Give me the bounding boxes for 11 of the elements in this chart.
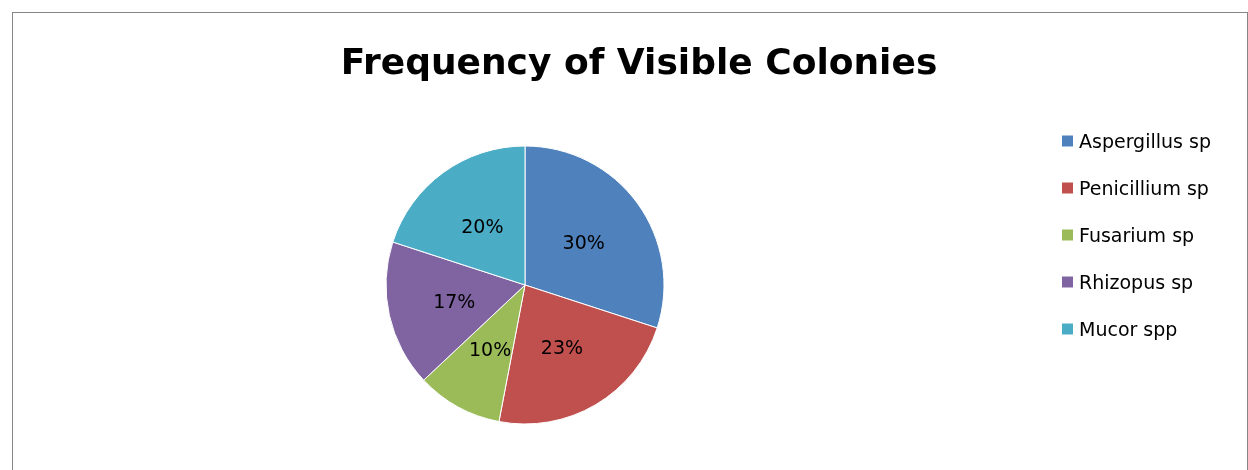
data-label: 17%	[433, 289, 476, 312]
legend-label: Fusarium sp	[1079, 224, 1195, 246]
legend-label: Penicillium sp	[1079, 177, 1209, 199]
legend-label: Mucor spp	[1079, 318, 1178, 340]
data-label: 10%	[468, 337, 512, 360]
data-label: 23%	[540, 336, 584, 359]
data-label: 30%	[562, 231, 605, 254]
data-label: 20%	[461, 215, 504, 238]
chart-title: Frequency of Visible Colonies	[340, 40, 938, 82]
legend-label: Aspergillus sp	[1079, 130, 1211, 152]
legend-label: Rhizopus sp	[1079, 271, 1194, 293]
